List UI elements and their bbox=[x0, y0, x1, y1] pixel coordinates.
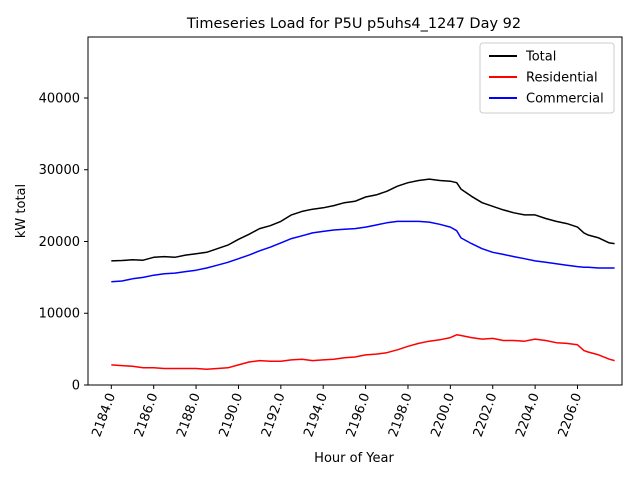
series-line-residential bbox=[111, 334, 615, 370]
series-line-commercial bbox=[111, 220, 615, 283]
legend-label-commercial: Commercial bbox=[526, 92, 604, 107]
series-layer bbox=[111, 178, 615, 370]
chart-title: Timeseries Load for P5U p5uhs4_1247 Day … bbox=[186, 16, 521, 32]
y-axis-ticks: 0 10000 20000 30000 40000 bbox=[39, 91, 88, 394]
x-axis-label: Hour of Year bbox=[314, 451, 394, 466]
y-tick-label: 30000 bbox=[39, 163, 80, 178]
plot-frame bbox=[87, 36, 623, 386]
y-tick-label: 20000 bbox=[39, 235, 80, 250]
legend-label-total: Total bbox=[525, 50, 556, 65]
y-tick-label: 10000 bbox=[39, 307, 80, 322]
series-line-total bbox=[111, 178, 615, 262]
y-axis-label: kW total bbox=[14, 184, 29, 238]
y-tick-label: 0 bbox=[72, 379, 80, 394]
y-tick-label: 40000 bbox=[39, 91, 80, 106]
legend: Total Residential Commercial bbox=[479, 42, 615, 114]
legend-label-residential: Residential bbox=[526, 71, 598, 86]
legend-frame bbox=[479, 42, 615, 114]
